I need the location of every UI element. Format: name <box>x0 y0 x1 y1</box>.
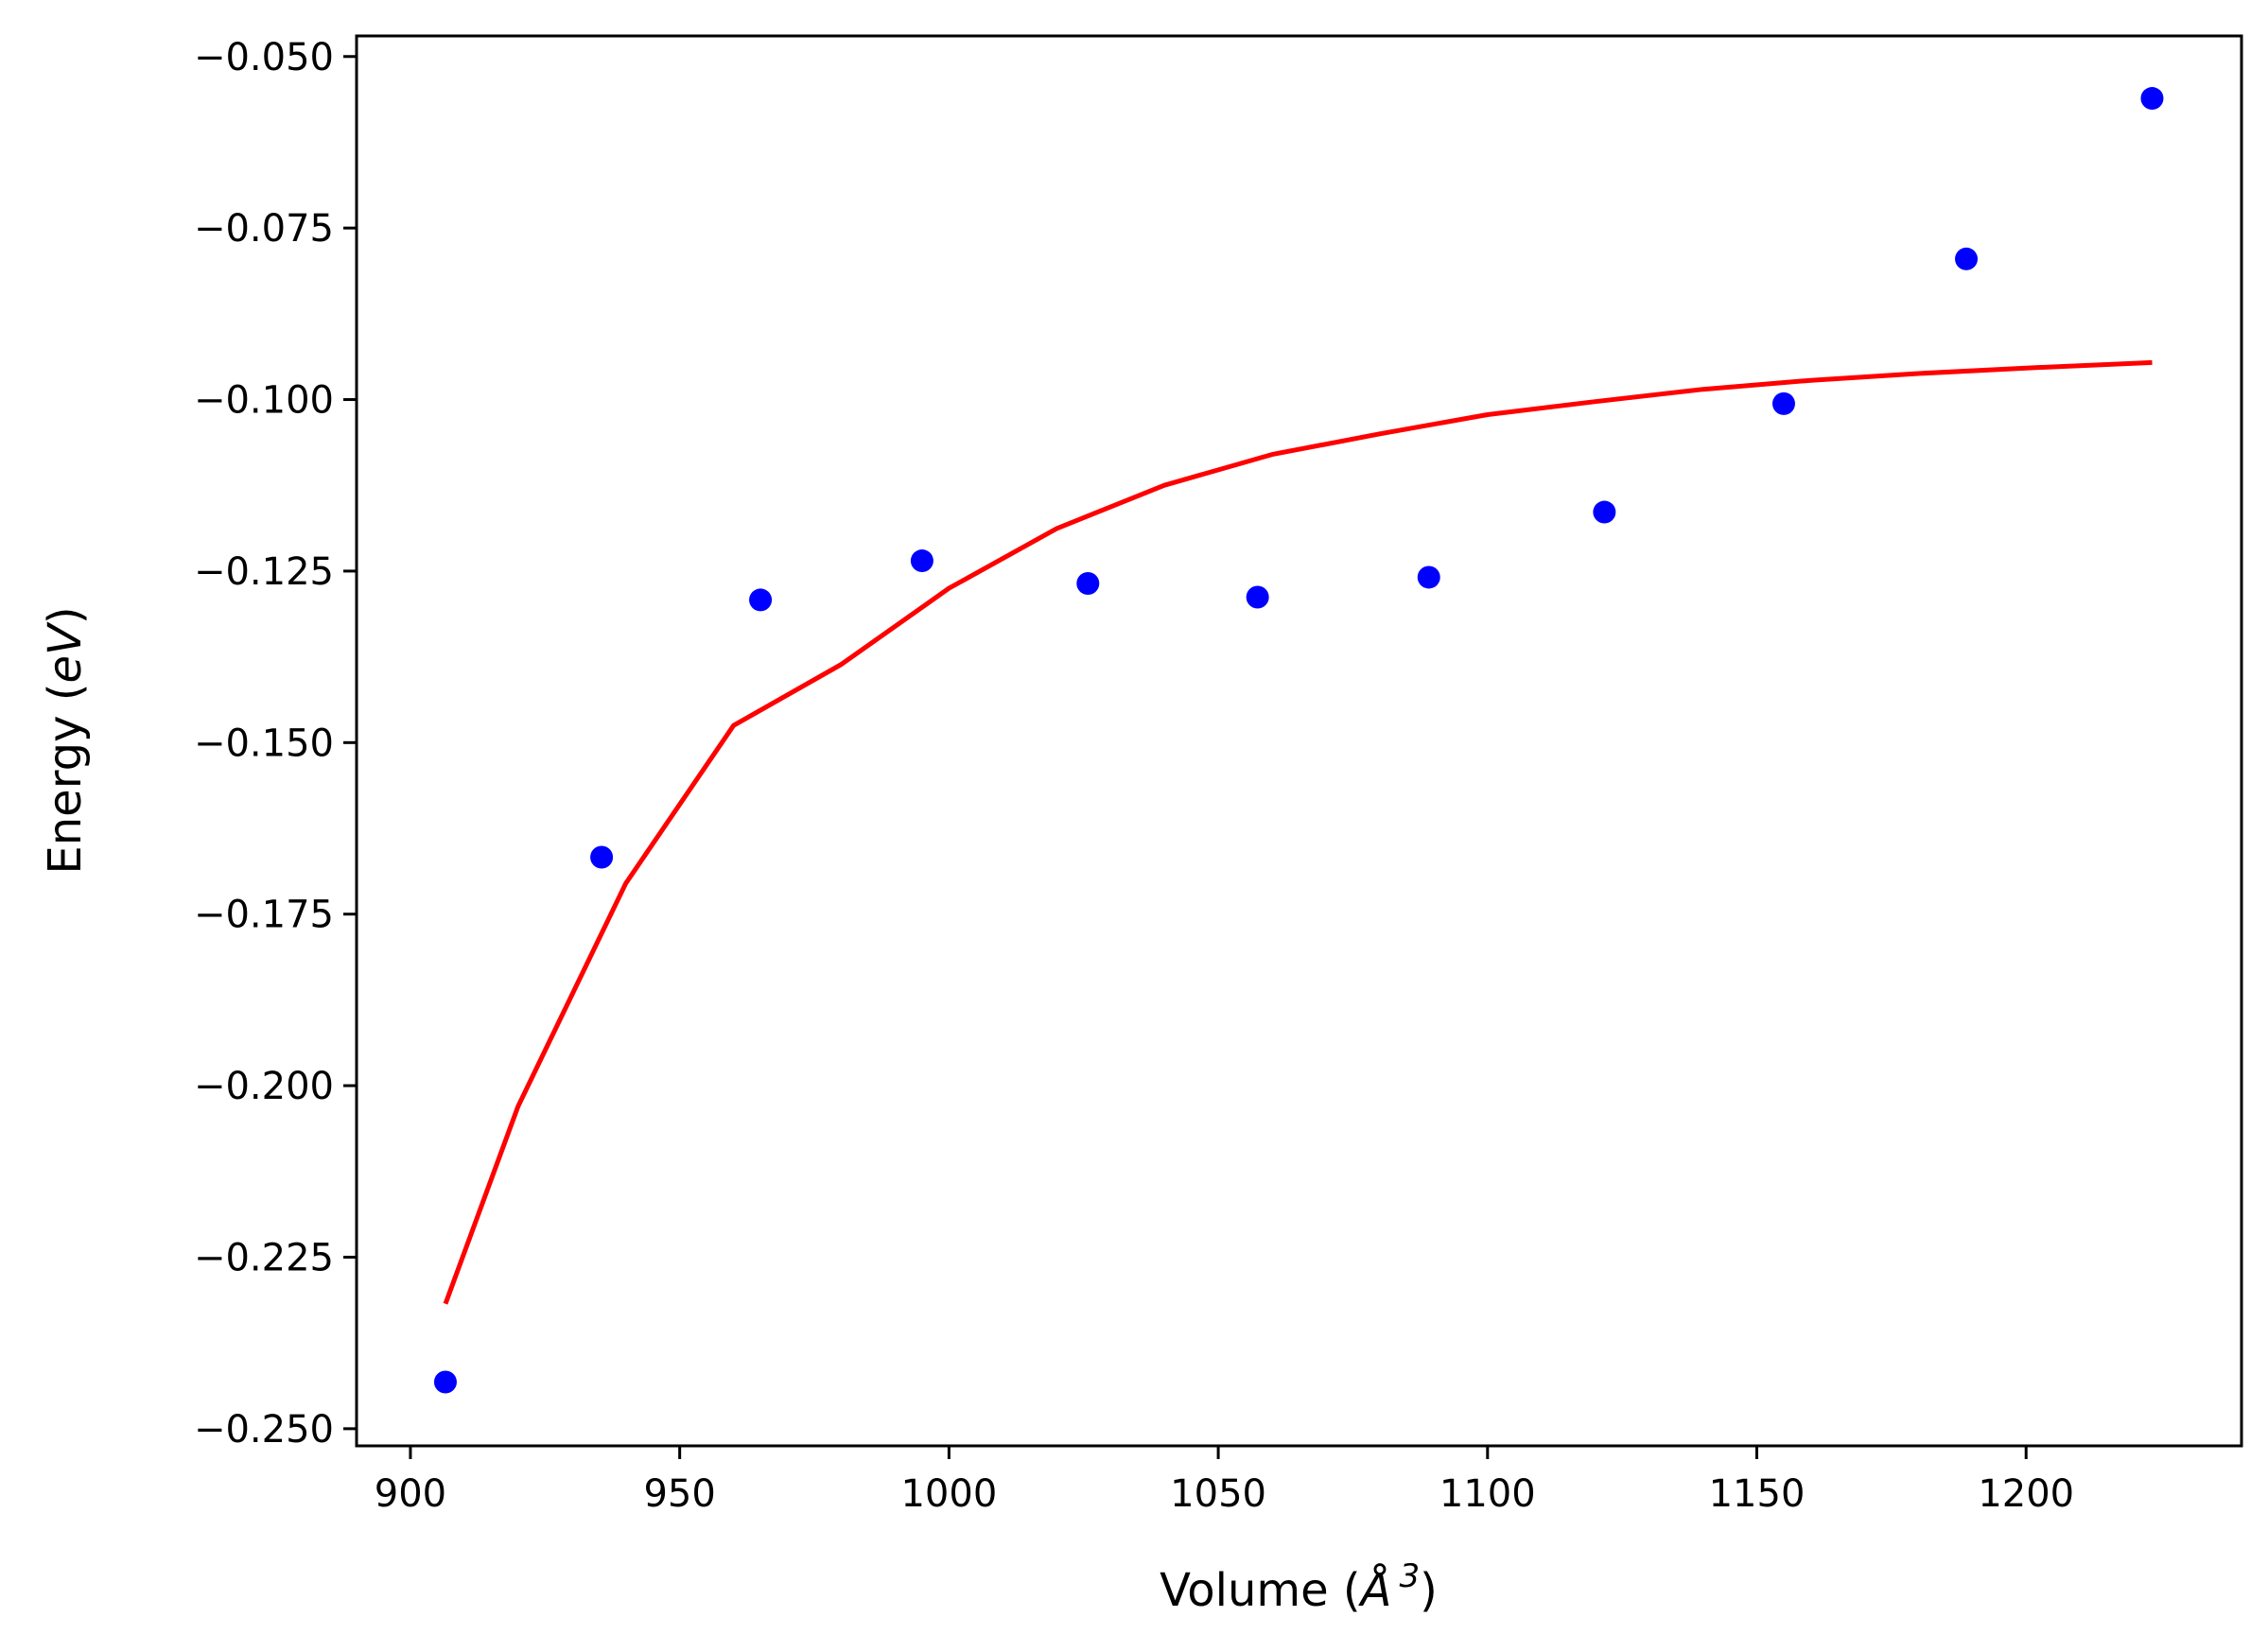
x-tick-label: 1200 <box>1978 1472 2074 1516</box>
y-tick-label: −0.175 <box>194 894 334 937</box>
plot-frame <box>355 34 2243 1448</box>
x-axis-label-suffix: ) <box>1420 1564 1438 1617</box>
x-axis-label-symbol: Å <box>1358 1563 1392 1617</box>
y-tick-label: −0.050 <box>194 36 334 79</box>
y-tick-label: −0.225 <box>194 1236 334 1279</box>
y-axis-ticks: −0.050 −0.075 −0.100 −0.125 −0.150 −0.175 −0.2… <box>194 36 357 1452</box>
y-tick-label: −0.100 <box>194 379 334 423</box>
data-point <box>2140 87 2164 111</box>
fit-curve <box>443 359 2153 1305</box>
plot-area <box>357 36 2242 1446</box>
x-tick-label: 1100 <box>1439 1472 1536 1516</box>
x-tick-label: 950 <box>643 1472 715 1516</box>
x-tick-label: 1150 <box>1709 1472 1806 1516</box>
data-point <box>590 845 614 869</box>
data-point <box>1955 247 1979 270</box>
x-tick-label: 1050 <box>1170 1472 1266 1516</box>
x-axis-label-prefix: Volume ( <box>1160 1564 1361 1617</box>
y-axis-label-suffix: ) <box>39 606 92 624</box>
y-tick-label: −0.200 <box>194 1065 334 1108</box>
data-point <box>1076 571 1100 595</box>
x-axis-label-exponent: 3 <box>1399 1557 1420 1595</box>
y-axis-label: Energy (eV) <box>39 606 92 874</box>
data-point <box>910 549 933 573</box>
data-point <box>1593 500 1616 524</box>
y-axis-label-prefix: Energy ( <box>39 684 92 875</box>
data-point <box>749 588 773 612</box>
y-tick-label: −0.075 <box>194 207 334 251</box>
data-point <box>1246 585 1269 609</box>
data-point <box>1417 565 1440 589</box>
y-tick-label: −0.125 <box>194 550 334 594</box>
y-axis-label-unit: eV <box>39 621 92 684</box>
data-point <box>433 1370 457 1394</box>
x-axis-label: Volume (Å 3) <box>1160 1557 1438 1617</box>
series-layer <box>433 87 2164 1394</box>
x-tick-label: 900 <box>375 1472 446 1516</box>
y-tick-label: −0.250 <box>194 1408 334 1452</box>
y-tick-label: −0.150 <box>194 722 334 765</box>
x-tick-label: 1000 <box>900 1472 997 1516</box>
x-axis-ticks: 900 950 1000 1050 1100 1150 1200 <box>375 1446 2074 1516</box>
data-point <box>1771 391 1795 415</box>
